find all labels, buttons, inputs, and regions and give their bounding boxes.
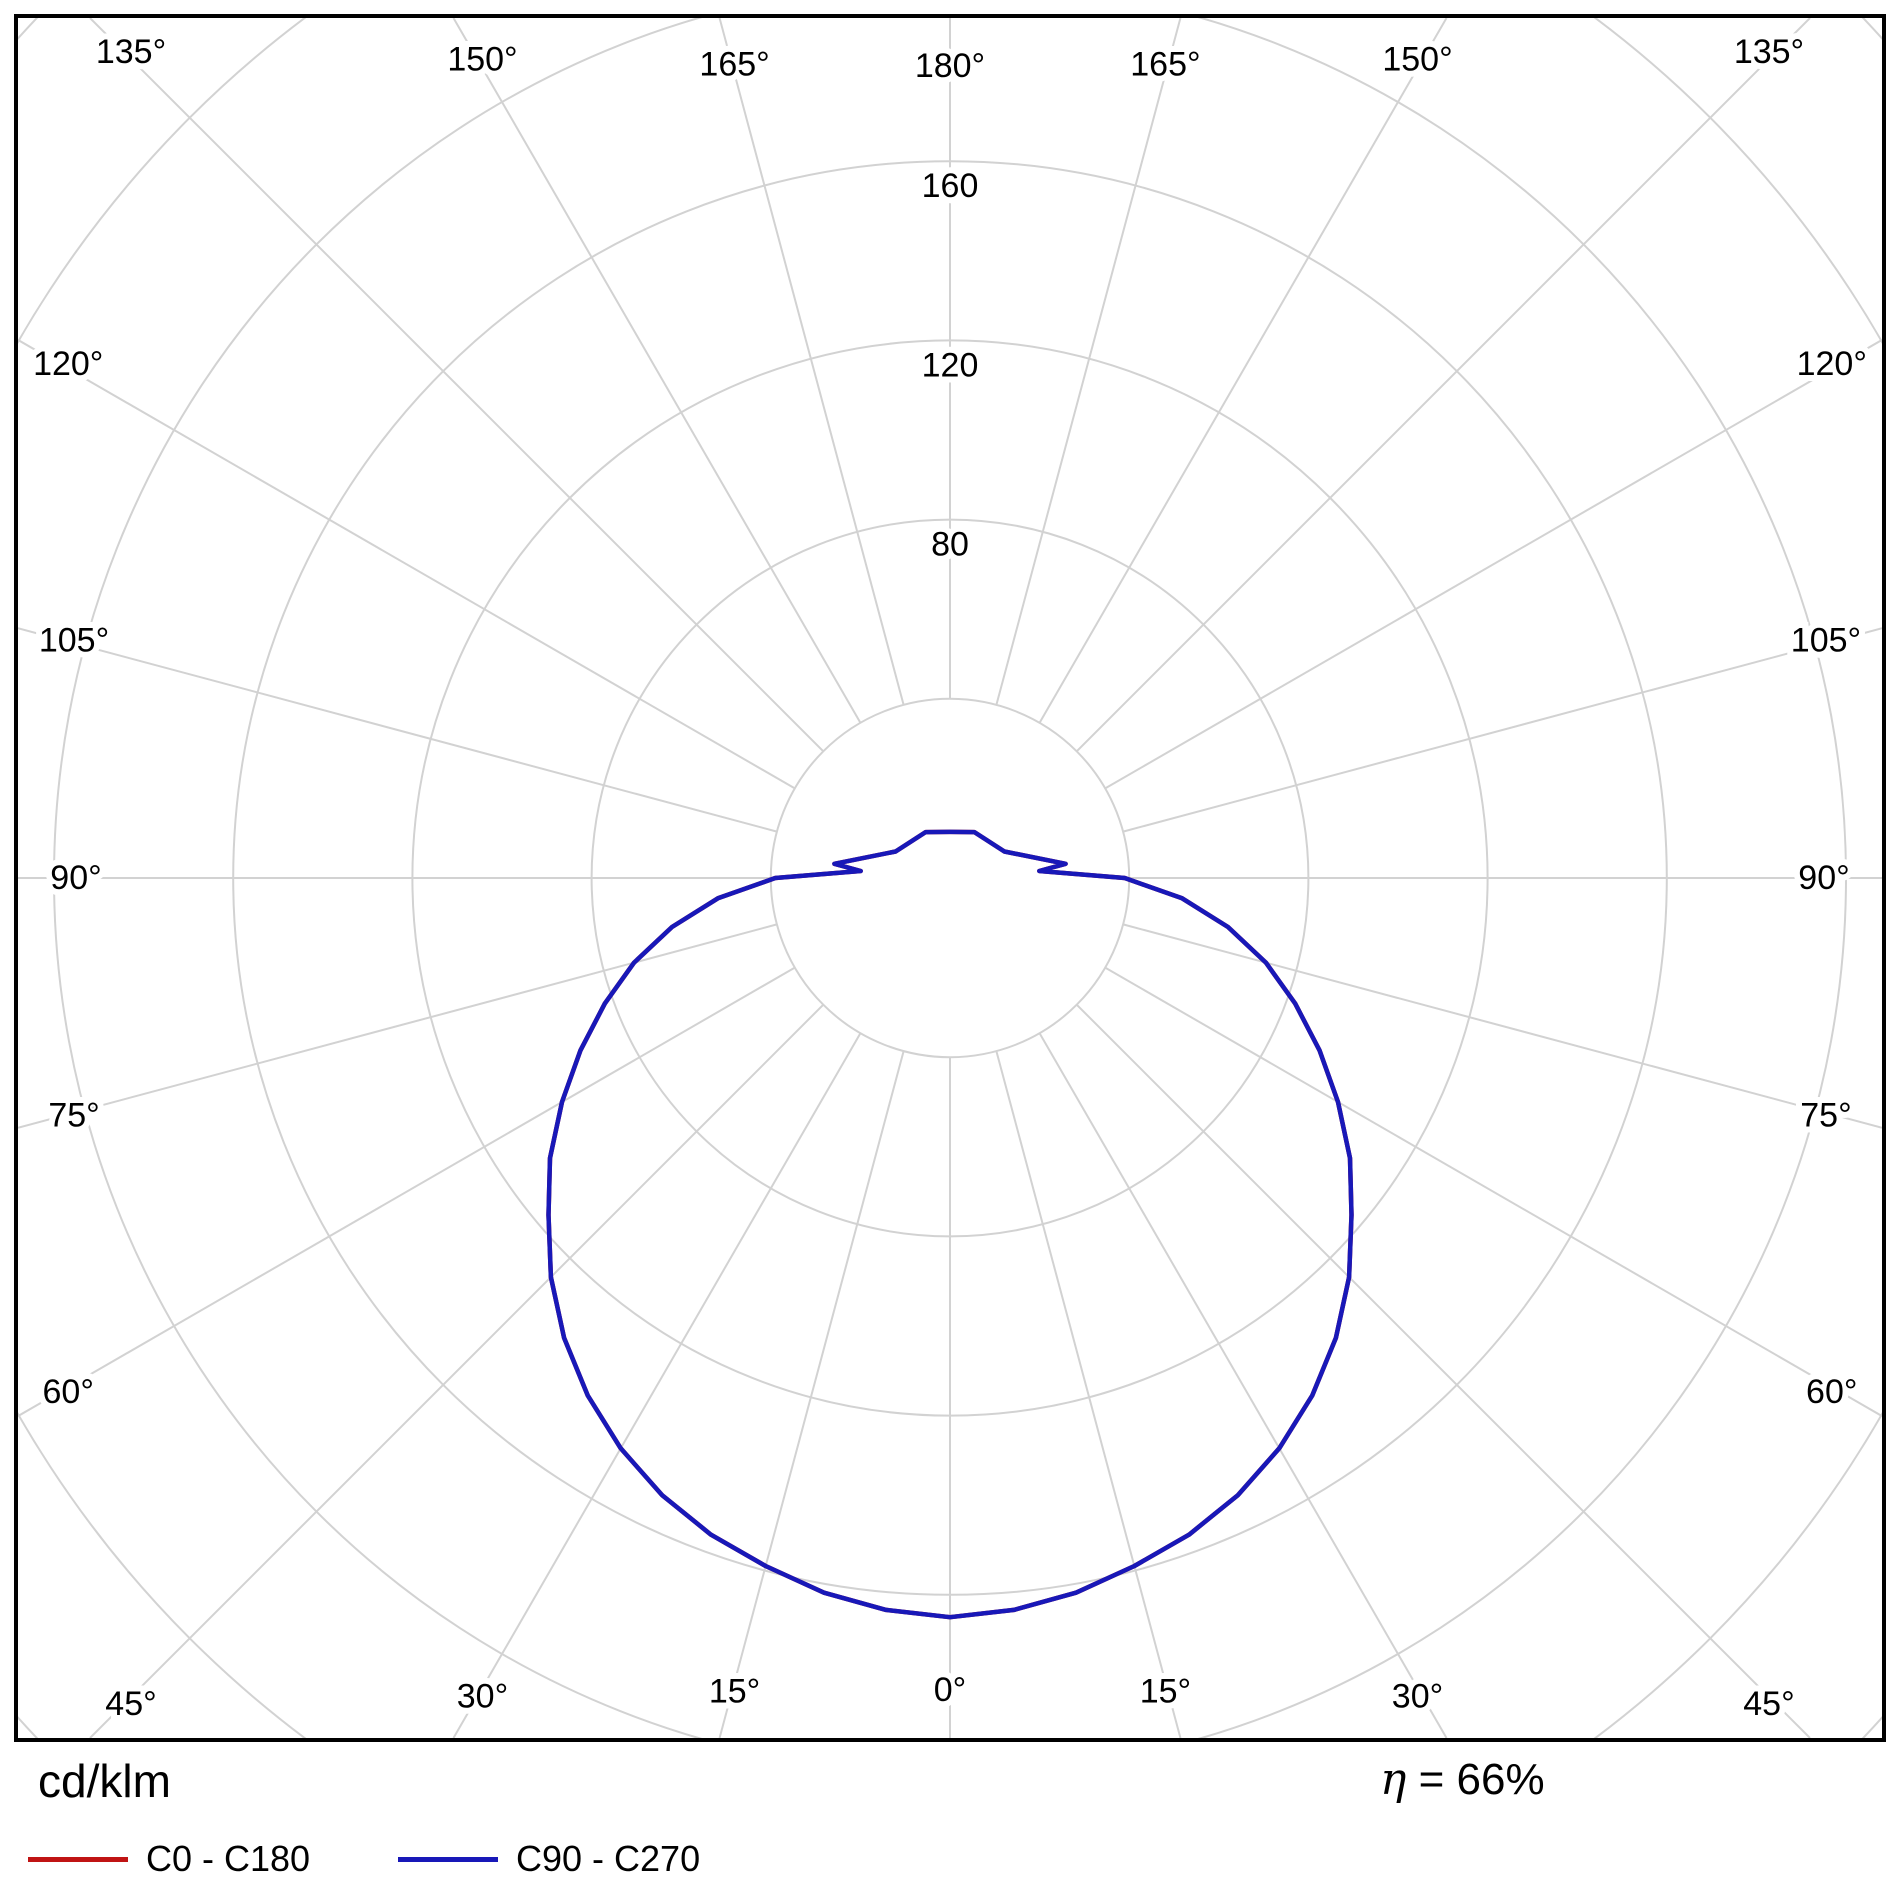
angle-label: 15°: [709, 1673, 760, 1711]
grid-spoke: [89, 1004, 824, 1738]
legend: C0 - C180 C90 - C270: [0, 1834, 1900, 1884]
unit-label: cd/klm: [38, 1755, 171, 1807]
angle-label: 135°: [1734, 33, 1804, 71]
legend-label-c90-c270: C90 - C270: [516, 1838, 701, 1879]
angle-label: 105°: [39, 622, 109, 660]
angle-label: 30°: [1392, 1677, 1443, 1715]
grid-spoke: [18, 627, 778, 833]
legend-label-c0-c180: C0 - C180: [146, 1838, 311, 1879]
legend-item-c0-c180: C0 - C180: [28, 1834, 310, 1884]
grid-spoke: [89, 18, 824, 752]
grid-spoke: [718, 1050, 905, 1738]
angle-label: 30°: [457, 1677, 508, 1715]
footer: cd/klm η = 66% C0 - C180 C90 - C270: [0, 1742, 1900, 1900]
angle-label: 75°: [1800, 1096, 1851, 1134]
angle-label: 165°: [699, 45, 769, 83]
angle-label: 0°: [934, 1671, 967, 1709]
curve-c90-c270: [546, 829, 1354, 1620]
grid-spoke: [1076, 18, 1811, 752]
grid-spoke: [1038, 18, 1448, 724]
angle-label: 15°: [1140, 1673, 1191, 1711]
angle-label: 135°: [96, 33, 166, 71]
angle-label: 105°: [1791, 622, 1861, 660]
radial-tick-label: 120: [922, 346, 979, 384]
angle-label: 60°: [43, 1373, 94, 1411]
angle-label: 60°: [1806, 1373, 1857, 1411]
angle-label: 45°: [105, 1685, 156, 1723]
legend-item-c90-c270: C90 - C270: [398, 1834, 700, 1884]
grid-spoke: [718, 18, 905, 706]
grid-spoke: [1076, 1004, 1811, 1738]
grid-spoke: [995, 18, 1182, 706]
angle-label: 150°: [447, 41, 517, 79]
grid-spoke: [1104, 966, 1882, 1417]
angle-label: 120°: [33, 345, 103, 383]
grid-spoke: [18, 923, 778, 1129]
angle-label: 75°: [48, 1096, 99, 1134]
efficiency-value: = 66%: [1418, 1755, 1545, 1804]
legend-line-c0-c180: [28, 1856, 128, 1862]
angle-label: 90°: [50, 859, 101, 897]
grid-spoke: [18, 966, 796, 1417]
grid-spoke: [1122, 627, 1882, 833]
efficiency-label: η = 66%: [1380, 1758, 1545, 1802]
angle-label: 165°: [1130, 45, 1200, 83]
grid-spoke: [995, 1050, 1182, 1738]
angle-label: 150°: [1382, 41, 1452, 79]
grid-spoke: [1038, 1032, 1448, 1738]
angle-label: 120°: [1797, 345, 1867, 383]
angle-label: 90°: [1798, 859, 1849, 897]
polar-chart: 80 120 160 0° 15° 15° 30° 30° 45° 45° 60° 60° 75° 75°…: [18, 18, 1882, 1738]
eta-symbol: η: [1380, 1754, 1407, 1805]
angle-label: 45°: [1743, 1685, 1794, 1723]
polar-plot-frame: 80 120 160 0° 15° 15° 30° 30° 45° 45° 60° 60° 75° 75°…: [14, 14, 1886, 1742]
radial-tick-label: 80: [931, 526, 969, 564]
grid-circle: [769, 697, 1131, 1059]
radial-tick-label: 160: [922, 167, 979, 205]
grid-spoke: [1122, 923, 1882, 1129]
legend-line-c90-c270: [398, 1856, 498, 1862]
grid-spoke: [18, 339, 796, 790]
angle-label: 180°: [915, 47, 985, 85]
grid-spoke: [452, 18, 862, 724]
grid-spoke: [452, 1032, 862, 1738]
grid-spoke: [1104, 339, 1882, 790]
